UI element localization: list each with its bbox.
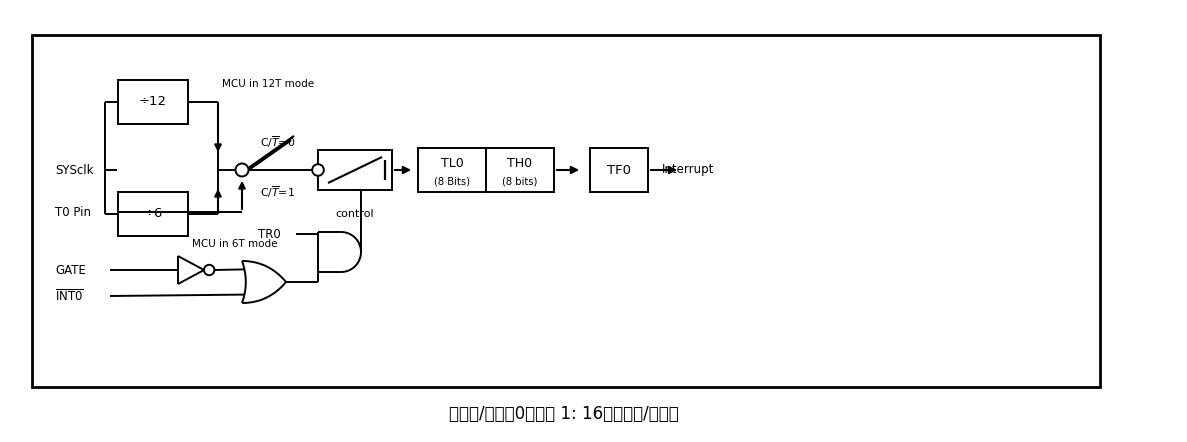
- Text: MCU in 6T mode: MCU in 6T mode: [192, 239, 278, 249]
- Text: SYSclk: SYSclk: [55, 164, 94, 176]
- Bar: [318, 150, 392, 190]
- Text: ÷12: ÷12: [139, 95, 167, 108]
- Text: Interrupt: Interrupt: [662, 164, 715, 176]
- Bar: [118, 192, 188, 236]
- Bar: [118, 80, 188, 124]
- Text: TR0: TR0: [258, 228, 281, 240]
- Bar: [485, 148, 554, 192]
- Bar: [590, 148, 648, 192]
- Text: GATE: GATE: [55, 263, 85, 277]
- Circle shape: [235, 164, 248, 176]
- Circle shape: [312, 164, 324, 176]
- Text: T0 Pin: T0 Pin: [55, 206, 91, 218]
- Text: TH0: TH0: [507, 157, 533, 170]
- Text: 定时器/计数器0的模式 1: 16位定时器/计数器: 定时器/计数器0的模式 1: 16位定时器/计数器: [449, 405, 679, 423]
- Bar: [32, 35, 1100, 387]
- Text: (8 bits): (8 bits): [502, 176, 538, 186]
- Text: MCU in 12T mode: MCU in 12T mode: [222, 79, 315, 89]
- Text: C/$\overline{T}$=1: C/$\overline{T}$=1: [260, 184, 294, 200]
- Text: C/$\overline{T}$=0: C/$\overline{T}$=0: [260, 134, 296, 150]
- Text: TF0: TF0: [607, 164, 631, 176]
- Text: (8 Bits): (8 Bits): [434, 176, 470, 186]
- Text: ÷6: ÷6: [144, 207, 163, 221]
- Text: TL0: TL0: [440, 157, 463, 170]
- Circle shape: [204, 265, 215, 275]
- Text: $\overline{\mathrm{INT0}}$: $\overline{\mathrm{INT0}}$: [55, 288, 84, 304]
- Text: control: control: [336, 209, 374, 219]
- Bar: [418, 148, 485, 192]
